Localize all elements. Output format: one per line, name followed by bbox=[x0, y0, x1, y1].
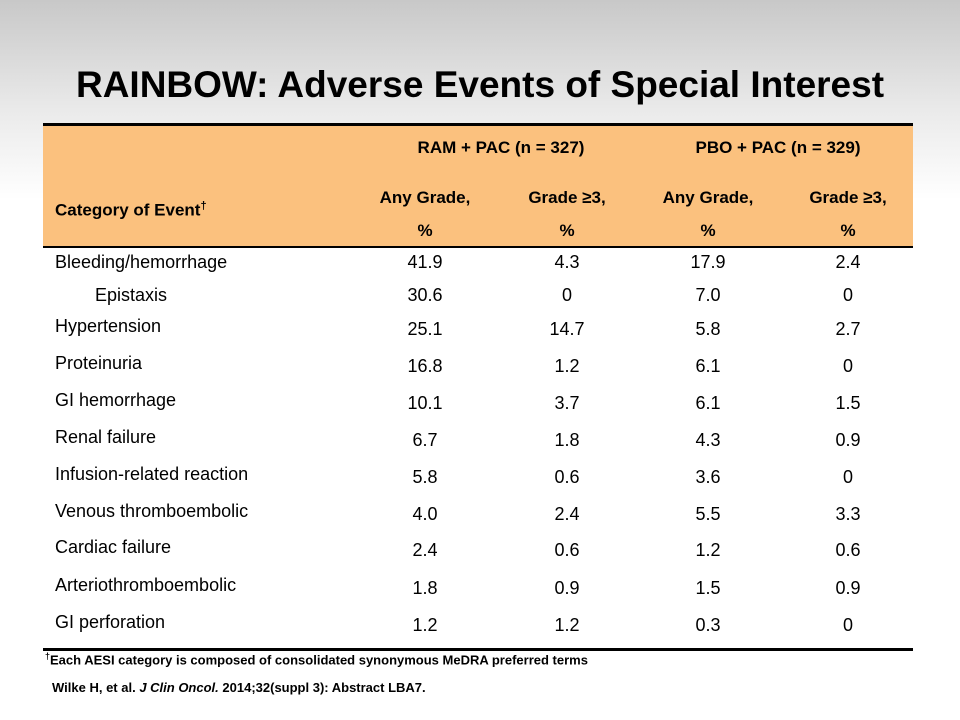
row-value: 6.1 bbox=[695, 356, 721, 376]
col-header-ram-any: Any Grade,% bbox=[379, 188, 471, 240]
row-label: Proteinuria bbox=[55, 353, 143, 373]
table-row: GI hemorrhage 10.1 3.7 6.1 1.5 bbox=[43, 390, 913, 423]
row-value: 5.5 bbox=[695, 504, 721, 524]
row-label: GI perforation bbox=[55, 612, 166, 632]
row-value: 1.2 bbox=[695, 540, 721, 560]
table-row: Hypertension 25.1 14.7 5.8 2.7 bbox=[43, 316, 913, 349]
row-value: 0 bbox=[842, 467, 853, 487]
adverse-events-table: RAM + PAC (n = 327) PBO + PAC (n = 329) … bbox=[43, 123, 913, 651]
row-value: 2.7 bbox=[835, 319, 861, 339]
category-header: Category of Event† bbox=[55, 200, 207, 220]
table-row: Renal failure 6.7 1.8 4.3 0.9 bbox=[43, 427, 913, 460]
slide-title: RAINBOW: Adverse Events of Special Inter… bbox=[75, 64, 885, 105]
row-value: 41.9 bbox=[407, 252, 443, 272]
row-value: 4.3 bbox=[695, 430, 721, 450]
row-value: 0.6 bbox=[554, 540, 580, 560]
row-label: GI hemorrhage bbox=[55, 390, 177, 410]
row-value: 30.6 bbox=[407, 285, 443, 305]
row-value: 5.8 bbox=[695, 319, 721, 339]
row-value: 1.8 bbox=[412, 578, 438, 598]
row-value: 2.4 bbox=[412, 540, 438, 560]
row-value: 17.9 bbox=[690, 252, 726, 272]
row-value: 3.6 bbox=[695, 467, 721, 487]
row-value: 4.3 bbox=[554, 252, 580, 272]
row-value: 1.2 bbox=[554, 356, 580, 376]
row-value: 5.8 bbox=[412, 467, 438, 487]
row-value: 7.0 bbox=[695, 285, 721, 305]
row-value: 2.4 bbox=[554, 504, 580, 524]
row-value: 0.9 bbox=[554, 578, 580, 598]
row-value: 0 bbox=[842, 356, 853, 376]
table-row: Infusion-related reaction 5.8 0.6 3.6 0 bbox=[43, 464, 913, 497]
row-value: 0.6 bbox=[554, 467, 580, 487]
row-value: 1.2 bbox=[412, 615, 438, 635]
row-label: Hypertension bbox=[55, 316, 162, 336]
group-header-ram-pac: RAM + PAC (n = 327) bbox=[417, 138, 585, 157]
table-row: Cardiac failure 2.4 0.6 1.2 0.6 bbox=[43, 537, 913, 570]
row-label: Arteriothromboembolic bbox=[55, 575, 237, 595]
row-value: 2.4 bbox=[835, 252, 861, 272]
row-value: 0.3 bbox=[695, 615, 721, 635]
table-row: Bleeding/hemorrhage 41.9 4.3 17.9 2.4 bbox=[43, 252, 913, 282]
row-label: Infusion-related reaction bbox=[55, 464, 249, 484]
row-value: 0 bbox=[561, 285, 572, 305]
row-value: 1.2 bbox=[554, 615, 580, 635]
row-value: 1.5 bbox=[835, 393, 861, 413]
table-row: Arteriothromboembolic 1.8 0.9 1.5 0.9 bbox=[43, 575, 913, 608]
row-value: 3.7 bbox=[554, 393, 580, 413]
row-value: 16.8 bbox=[407, 356, 443, 376]
table-row: Epistaxis 30.6 0 7.0 0 bbox=[43, 285, 913, 315]
row-value: 0.9 bbox=[835, 430, 861, 450]
table-row: Proteinuria 16.8 1.2 6.1 0 bbox=[43, 353, 913, 386]
table-row: Venous thromboembolic 4.0 2.4 5.5 3.3 bbox=[43, 501, 913, 534]
table-row: GI perforation 1.2 1.2 0.3 0 bbox=[43, 612, 913, 645]
row-value: 6.1 bbox=[695, 393, 721, 413]
footnote-mark: † bbox=[200, 200, 207, 212]
row-value: 10.1 bbox=[407, 393, 443, 413]
col-header-pbo-grade3: Grade ≥3,% bbox=[809, 188, 887, 240]
row-value: 0 bbox=[842, 285, 853, 305]
row-value: 25.1 bbox=[407, 319, 443, 339]
row-label: Cardiac failure bbox=[55, 537, 172, 557]
table-body: Bleeding/hemorrhage 41.9 4.3 17.9 2.4 Epistax… bbox=[43, 248, 913, 651]
row-value: 0.6 bbox=[835, 540, 861, 560]
row-label: Renal failure bbox=[55, 427, 157, 447]
col-header-pbo-any: Any Grade,% bbox=[662, 188, 754, 240]
group-header-pbo-pac: PBO + PAC (n = 329) bbox=[695, 138, 861, 157]
col-header-ram-grade3: Grade ≥3,% bbox=[528, 188, 606, 240]
row-label: Venous thromboembolic bbox=[55, 501, 249, 521]
table-header: RAM + PAC (n = 327) PBO + PAC (n = 329) … bbox=[43, 123, 913, 248]
row-value: 3.3 bbox=[835, 504, 861, 524]
citation: Wilke H, et al. J Clin Oncol. 2014;32(su… bbox=[52, 680, 426, 695]
row-value: 0.9 bbox=[835, 578, 861, 598]
row-label: Bleeding/hemorrhage bbox=[55, 252, 228, 272]
row-value: 6.7 bbox=[412, 430, 438, 450]
row-label: Epistaxis bbox=[95, 285, 168, 305]
row-value: 4.0 bbox=[412, 504, 438, 524]
row-value: 0 bbox=[842, 615, 853, 635]
row-value: 1.5 bbox=[695, 578, 721, 598]
row-value: 1.8 bbox=[554, 430, 580, 450]
footnote: †Each AESI category is composed of conso… bbox=[45, 651, 588, 668]
row-value: 14.7 bbox=[549, 319, 585, 339]
